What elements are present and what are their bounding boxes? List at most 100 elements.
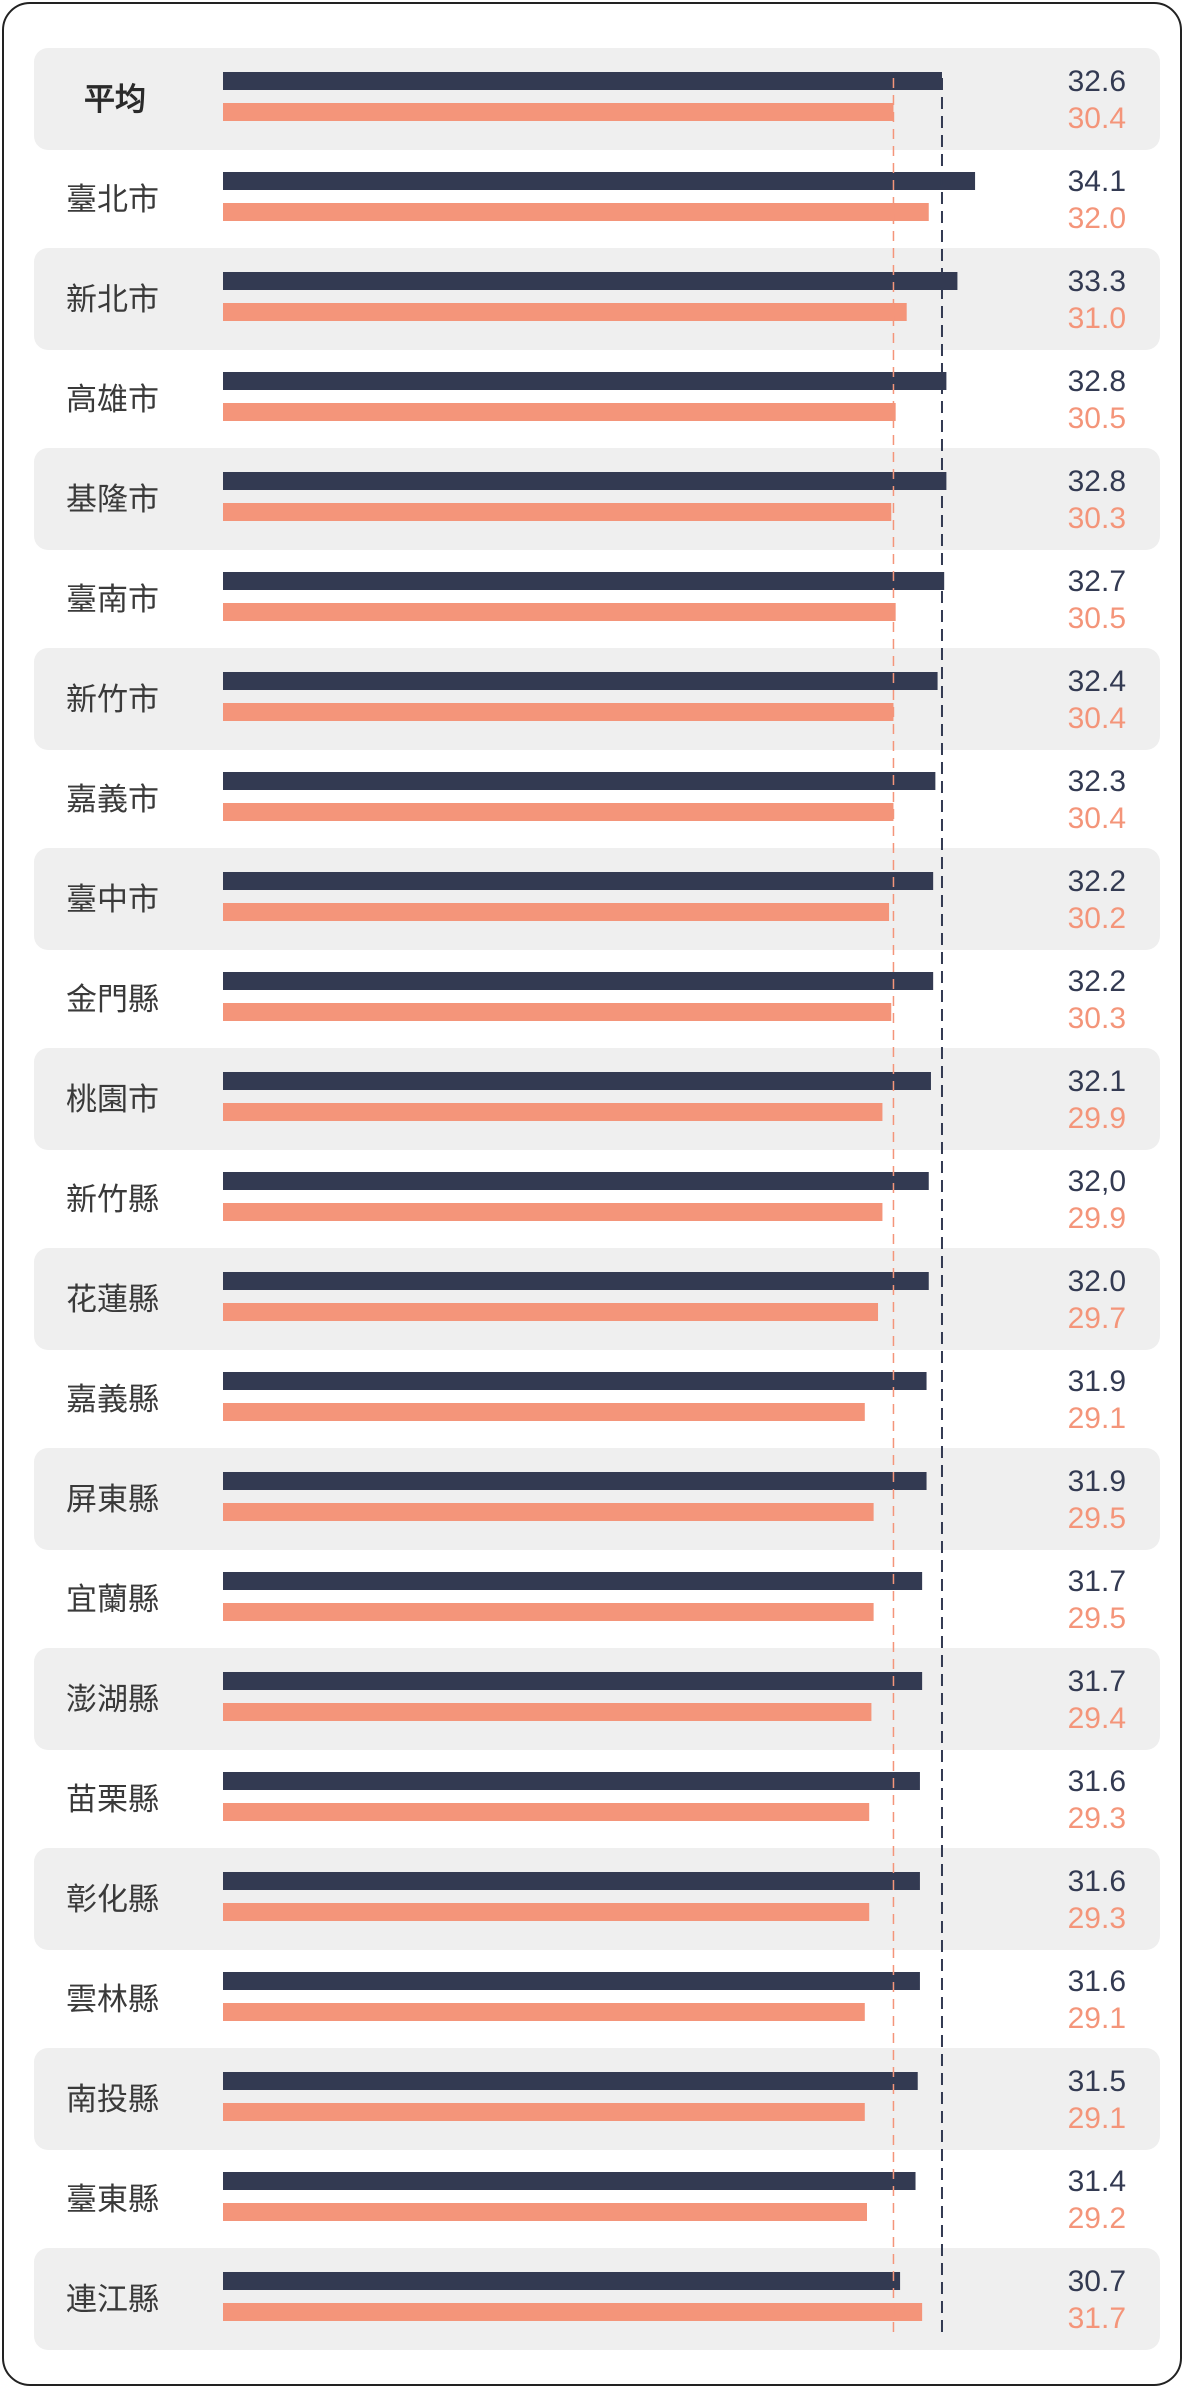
bar-series-1 bbox=[223, 672, 938, 690]
row-band bbox=[34, 1648, 1160, 1750]
bar-series-1 bbox=[223, 272, 958, 290]
value-label-series-1: 32.2 bbox=[1068, 965, 1126, 998]
row-band bbox=[34, 48, 1160, 150]
bar-series-2 bbox=[223, 2103, 865, 2121]
value-label-series-2: 30.2 bbox=[1068, 902, 1126, 935]
row-band bbox=[34, 1048, 1160, 1150]
bar-series-2 bbox=[223, 1203, 883, 1221]
value-label-series-1: 31.7 bbox=[1068, 1565, 1126, 1598]
value-label-series-2: 29.5 bbox=[1068, 1602, 1126, 1635]
value-label-series-2: 30.5 bbox=[1068, 602, 1126, 635]
category-label: 平均 bbox=[84, 82, 146, 118]
value-label-series-2: 29.1 bbox=[1068, 2102, 1126, 2135]
bar-series-1 bbox=[223, 2172, 916, 2190]
value-label-series-2: 29.9 bbox=[1068, 1102, 1126, 1135]
category-label: 苗栗縣 bbox=[66, 1782, 159, 1818]
bar-series-2 bbox=[223, 103, 894, 121]
bars bbox=[223, 72, 976, 2321]
bar-series-2 bbox=[223, 303, 907, 321]
category-label: 臺中市 bbox=[66, 882, 159, 918]
value-label-series-2: 29.5 bbox=[1068, 1502, 1126, 1535]
value-label-series-2: 29.1 bbox=[1068, 1402, 1126, 1435]
value-label-series-1: 32.0 bbox=[1068, 1265, 1126, 1298]
bar-series-2 bbox=[223, 503, 892, 521]
bar-series-2 bbox=[223, 1303, 879, 1321]
row-band bbox=[34, 848, 1160, 950]
bar-series-2 bbox=[223, 1803, 870, 1821]
value-label-series-2: 29.4 bbox=[1068, 1702, 1126, 1735]
value-label-series-1: 34.1 bbox=[1068, 165, 1126, 198]
bar-series-1 bbox=[223, 2272, 901, 2290]
value-label-series-1: 32.1 bbox=[1068, 1065, 1126, 1098]
category-label: 新竹市 bbox=[66, 682, 159, 718]
category-label: 基隆市 bbox=[66, 482, 159, 518]
bar-series-2 bbox=[223, 1103, 883, 1121]
bar-series-2 bbox=[223, 903, 890, 921]
row-band bbox=[34, 1448, 1160, 1550]
value-label-series-1: 32.2 bbox=[1068, 865, 1126, 898]
value-label-series-1: 31.5 bbox=[1068, 2065, 1126, 2098]
bar-series-2 bbox=[223, 603, 896, 621]
bar-series-2 bbox=[223, 1403, 865, 1421]
bar-series-2 bbox=[223, 803, 894, 821]
value-label-series-1: 32,0 bbox=[1068, 1165, 1126, 1198]
value-label-series-2: 29.3 bbox=[1068, 1802, 1126, 1835]
value-label-series-1: 32.6 bbox=[1068, 65, 1126, 98]
value-label-series-1: 32.8 bbox=[1068, 465, 1126, 498]
value-label-series-2: 29.1 bbox=[1068, 2002, 1126, 2035]
value-label-series-2: 30.4 bbox=[1068, 702, 1126, 735]
row-band bbox=[34, 448, 1160, 550]
value-label-series-1: 32.7 bbox=[1068, 565, 1126, 598]
bar-series-1 bbox=[223, 1972, 920, 1990]
category-label: 金門縣 bbox=[66, 982, 159, 1018]
bar-series-1 bbox=[223, 972, 934, 990]
row-band bbox=[34, 2248, 1160, 2350]
category-label: 臺南市 bbox=[66, 582, 159, 618]
bar-series-1 bbox=[223, 872, 934, 890]
category-label: 屏東縣 bbox=[66, 1482, 159, 1518]
value-label-series-1: 31.9 bbox=[1068, 1465, 1126, 1498]
bar-series-1 bbox=[223, 2072, 918, 2090]
category-label: 宜蘭縣 bbox=[66, 1582, 159, 1618]
value-label-series-2: 30.4 bbox=[1068, 802, 1126, 835]
bar-series-2 bbox=[223, 1003, 892, 1021]
bar-series-1 bbox=[223, 1072, 931, 1090]
value-label-series-2: 29.2 bbox=[1068, 2202, 1126, 2235]
bar-series-1 bbox=[223, 72, 942, 90]
value-label-series-1: 31.4 bbox=[1068, 2165, 1126, 2198]
value-label-series-2: 30.4 bbox=[1068, 102, 1126, 135]
category-label: 澎湖縣 bbox=[66, 1682, 159, 1718]
value-label-series-2: 30.3 bbox=[1068, 502, 1126, 535]
bar-series-2 bbox=[223, 1603, 874, 1621]
category-label: 臺北市 bbox=[66, 182, 159, 218]
bar-series-2 bbox=[223, 2303, 923, 2321]
value-label-series-1: 31.6 bbox=[1068, 1765, 1126, 1798]
category-label: 南投縣 bbox=[66, 2082, 159, 2118]
bar-series-2 bbox=[223, 203, 929, 221]
value-label-series-2: 29.9 bbox=[1068, 1202, 1126, 1235]
category-label: 嘉義縣 bbox=[66, 1382, 159, 1418]
value-label-series-1: 33.3 bbox=[1068, 265, 1126, 298]
category-label: 花蓮縣 bbox=[66, 1282, 159, 1318]
value-label-series-1: 32.8 bbox=[1068, 365, 1126, 398]
category-label: 新北市 bbox=[66, 282, 159, 318]
bar-series-1 bbox=[223, 1172, 929, 1190]
bar-series-2 bbox=[223, 703, 894, 721]
category-label: 雲林縣 bbox=[66, 1982, 159, 2018]
category-label: 桃園市 bbox=[66, 1082, 159, 1118]
bar-series-1 bbox=[223, 172, 976, 190]
bar-series-2 bbox=[223, 1903, 870, 1921]
row-band bbox=[34, 648, 1160, 750]
value-label-series-1: 31.6 bbox=[1068, 1965, 1126, 1998]
value-label-series-2: 32.0 bbox=[1068, 202, 1126, 235]
bar-series-1 bbox=[223, 1572, 923, 1590]
value-label-series-1: 32.3 bbox=[1068, 765, 1126, 798]
value-label-series-2: 29.3 bbox=[1068, 1902, 1126, 1935]
bar-series-1 bbox=[223, 1672, 923, 1690]
row-band bbox=[34, 1848, 1160, 1950]
bar-series-1 bbox=[223, 1372, 927, 1390]
bar-series-2 bbox=[223, 1703, 872, 1721]
category-label: 臺東縣 bbox=[66, 2182, 159, 2218]
labels: 平均 32.6 30.4 臺北市 34.1 32.0 新北市 33.3 31.0 高雄市 32.8 3… bbox=[66, 65, 1126, 2335]
value-label-series-2: 31.7 bbox=[1068, 2302, 1126, 2335]
